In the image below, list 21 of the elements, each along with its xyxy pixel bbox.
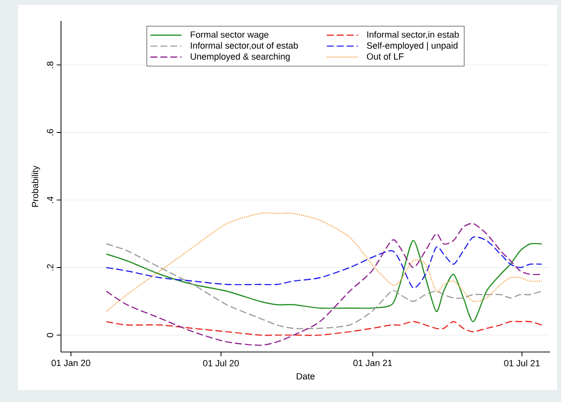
legend-label: Informal sector,in estab: [367, 31, 459, 39]
x-tick-label: 01 Jan 20: [52, 360, 90, 366]
line-series: [106, 212, 542, 312]
line-series: [106, 223, 542, 346]
y-axis-title: Probability: [32, 166, 40, 207]
line-series: [106, 236, 542, 288]
y-tick-label: .4: [47, 196, 54, 203]
legend-label: Self-employed | unpaid: [366, 42, 458, 51]
y-tick-label: .6: [46, 129, 54, 136]
y-tick-label: .8: [46, 62, 54, 68]
x-tick-label: 01 Jul 21: [504, 360, 540, 366]
x-tick-label: 01 Jan 21: [353, 360, 392, 366]
y-tick-label: .2: [46, 264, 54, 270]
x-axis-title: Date: [296, 373, 315, 380]
legend-label: Formal sector wage: [190, 31, 268, 40]
y-tick-label: 0: [46, 332, 54, 338]
legend-label: Unemployed & searching: [190, 53, 290, 62]
x-tick-label: 01 Jul 20: [203, 360, 239, 366]
legend-label: Out of LF: [366, 53, 404, 60]
legend-label: Informal sector,out of estab: [190, 42, 298, 50]
line-series: [106, 320, 542, 336]
